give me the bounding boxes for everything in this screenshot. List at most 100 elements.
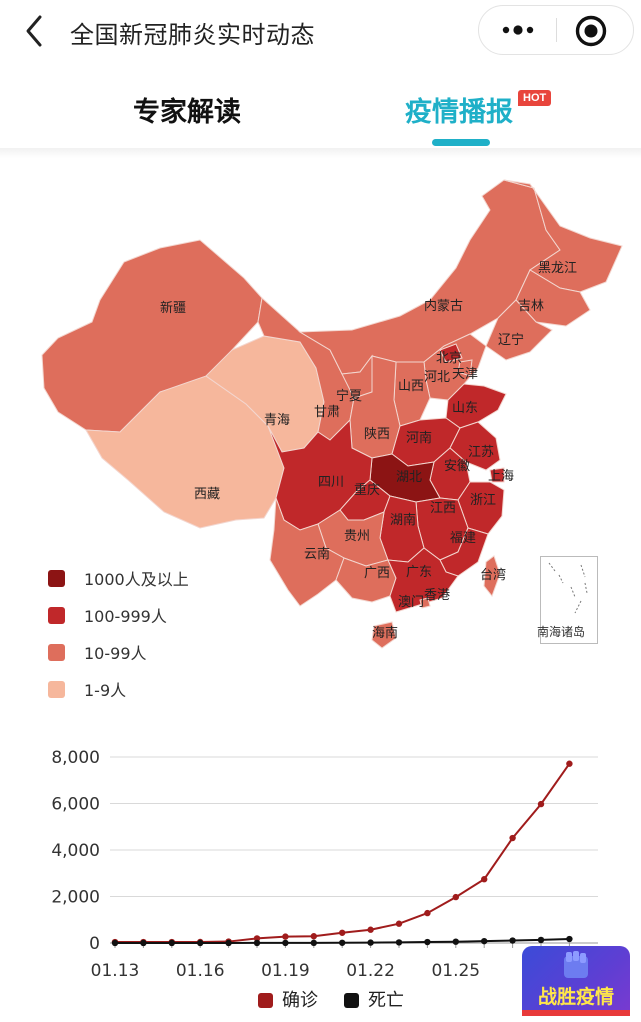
victory-stripe: [522, 1010, 630, 1016]
x-tick-label: 01.22: [346, 961, 395, 981]
map-label-hongkong: 香港: [424, 588, 450, 603]
map-label-fujian: 福建: [450, 531, 476, 546]
map-label-hunan: 湖南: [390, 512, 416, 528]
map-label-gansu: 甘肃: [314, 405, 340, 420]
tab-expert-analysis[interactable]: 专家解读: [133, 97, 241, 128]
target-icon[interactable]: [574, 14, 608, 48]
province-hainan[interactable]: [371, 621, 397, 649]
map-label-jiangxi: 江西: [430, 501, 456, 516]
province-shanghai[interactable]: [489, 467, 505, 483]
data-point-confirmed: [339, 929, 346, 936]
legend-item-100-999: 100-999人: [48, 603, 248, 627]
data-point-confirmed: [566, 760, 573, 767]
china-map: 新疆 西藏 青海 甘肃 宁夏 内蒙古 黑龙江 吉林 辽宁 北京 天津 河北 山西…: [41, 179, 623, 649]
legend-swatch: [48, 570, 65, 587]
tab-epidemic-report[interactable]: 疫情播报: [405, 97, 513, 128]
data-point-deaths: [225, 939, 232, 947]
map-label-taiwan: 台湾: [480, 567, 506, 583]
province-liaoning[interactable]: [485, 299, 553, 361]
series-line-confirmed: [115, 763, 571, 944]
legend-swatch: [48, 607, 65, 624]
data-point-deaths: [537, 936, 545, 944]
map-label-hebei: 河北: [424, 370, 450, 385]
south-sea-label: 南海诸岛: [537, 625, 586, 639]
map-label-xinjiang: 新疆: [160, 300, 186, 316]
x-tick-label: 01.25: [431, 961, 480, 981]
legend-swatch-confirmed: [258, 993, 273, 1008]
legend-label: 10-99人: [84, 644, 147, 663]
map-label-zhejiang: 浙江: [470, 493, 496, 508]
map-label-tianjin: 天津: [452, 367, 478, 382]
y-tick-label: 2,000: [51, 888, 100, 908]
map-label-heilongjiang: 黑龙江: [538, 261, 577, 276]
map-label-chongqing: 重庆: [354, 482, 380, 498]
data-point-deaths: [452, 938, 459, 945]
y-tick-label: 6,000: [51, 795, 100, 815]
data-point-deaths: [339, 939, 346, 946]
data-point-deaths: [481, 937, 488, 945]
map-label-jilin: 吉林: [518, 299, 544, 314]
tab-bar-shadow: [0, 148, 641, 158]
map-label-inner-mongolia: 内蒙古: [424, 298, 463, 314]
map-label-hubei: 湖北: [396, 470, 422, 485]
province-jilin[interactable]: [515, 269, 591, 327]
more-icon[interactable]: [497, 18, 539, 42]
data-point-deaths: [111, 939, 119, 947]
legend-label: 1000人及以上: [84, 570, 189, 589]
data-point-deaths: [197, 939, 204, 947]
tab-bar: 专家解读 疫情播报 HOT: [0, 62, 641, 154]
x-tick-label: 01.16: [176, 961, 225, 981]
legend-item-1000-plus: 1000人及以上: [48, 566, 248, 590]
mini-program-capsule: [478, 5, 634, 55]
legend-swatch: [48, 681, 65, 698]
map-label-anhui: 安徽: [444, 459, 470, 474]
back-icon[interactable]: [20, 13, 50, 49]
data-point-confirmed: [509, 834, 516, 842]
map-label-shanghai: 上海: [488, 469, 514, 484]
map-label-guangxi: 广西: [364, 566, 390, 581]
south-china-sea-inset: 南海诸岛: [537, 556, 598, 644]
data-point-confirmed: [452, 893, 459, 901]
data-point-confirmed: [537, 800, 545, 808]
map-label-tibet: 西藏: [194, 487, 220, 502]
trend-line-chart: 0 2,000 4,000 6,000 8,000 01.13 01.16 01.19 01.2…: [51, 748, 598, 981]
data-point-deaths: [168, 939, 175, 947]
data-point-deaths: [310, 939, 317, 947]
province-taiwan[interactable]: [483, 555, 501, 598]
y-tick-label: 8,000: [51, 748, 100, 768]
y-tick-label: 4,000: [51, 841, 100, 861]
data-point-confirmed: [424, 909, 431, 917]
province-hongkong[interactable]: [419, 597, 431, 609]
data-point-deaths: [140, 939, 147, 947]
province-guangdong[interactable]: [387, 547, 459, 613]
map-label-henan: 河南: [406, 430, 432, 446]
map-label-shaanxi: 陕西: [364, 427, 390, 442]
data-point-confirmed: [282, 933, 289, 940]
active-tab-indicator: [432, 139, 490, 146]
data-point-confirmed: [481, 876, 488, 883]
hot-badge: HOT: [518, 90, 552, 106]
map-label-jiangsu: 江苏: [468, 444, 494, 460]
data-point-deaths: [395, 939, 403, 946]
data-point-deaths: [253, 939, 261, 947]
legend-label-confirmed: 确诊: [282, 990, 318, 1011]
map-label-shanxi: 山西: [398, 379, 424, 394]
province-tianjin[interactable]: [457, 359, 473, 377]
data-point-deaths: [424, 938, 431, 946]
data-point-confirmed: [395, 920, 403, 927]
province-beijing[interactable]: [439, 343, 463, 363]
data-point-deaths: [367, 939, 374, 946]
victory-badge[interactable]: 战胜疫情: [522, 946, 630, 1016]
y-tick-label: 0: [89, 934, 100, 954]
map-label-liaoning: 辽宁: [498, 332, 524, 348]
x-tick-label: 01.19: [261, 961, 310, 981]
legend-swatch: [48, 644, 65, 661]
data-point-deaths: [509, 937, 516, 944]
legend-label-deaths: 死亡: [368, 990, 404, 1011]
capsule-divider: [556, 18, 557, 42]
map-label-hainan: 海南: [372, 625, 398, 641]
map-label-guangdong: 广东: [406, 565, 432, 580]
data-point-confirmed: [310, 933, 317, 940]
app-header: 全国新冠肺炎实时动态: [0, 0, 641, 62]
fist-icon: [564, 951, 588, 978]
